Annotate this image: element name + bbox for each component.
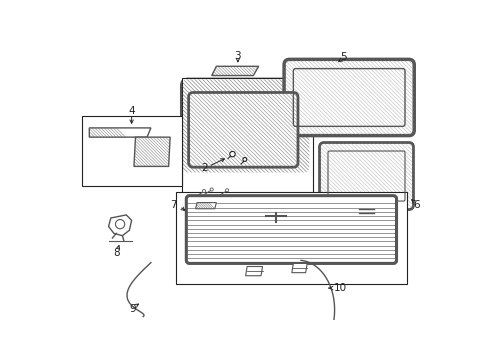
Text: 7: 7 (169, 200, 176, 210)
Text: 9: 9 (130, 304, 136, 314)
Text: 6: 6 (412, 200, 419, 210)
Text: 5: 5 (339, 52, 346, 62)
Text: 10: 10 (333, 283, 346, 293)
Circle shape (115, 220, 124, 229)
Text: 3: 3 (234, 51, 241, 61)
Circle shape (229, 152, 235, 157)
FancyBboxPatch shape (284, 59, 413, 136)
Polygon shape (108, 215, 131, 236)
Text: 1: 1 (214, 196, 221, 206)
Polygon shape (195, 203, 216, 209)
Bar (182, 78, 312, 197)
Text: 8: 8 (113, 248, 119, 258)
FancyBboxPatch shape (319, 143, 413, 210)
Polygon shape (89, 128, 151, 137)
Polygon shape (134, 137, 170, 166)
FancyBboxPatch shape (182, 80, 309, 172)
Text: 4: 4 (128, 106, 135, 116)
Bar (81, 116, 182, 186)
Circle shape (202, 189, 205, 193)
Bar (176, 192, 407, 284)
FancyBboxPatch shape (188, 93, 297, 167)
Polygon shape (245, 266, 262, 276)
Circle shape (225, 189, 228, 192)
FancyBboxPatch shape (186, 195, 396, 264)
Circle shape (210, 188, 213, 191)
Circle shape (243, 158, 246, 161)
Text: 2: 2 (201, 163, 208, 173)
Polygon shape (291, 264, 306, 273)
Polygon shape (211, 66, 258, 76)
